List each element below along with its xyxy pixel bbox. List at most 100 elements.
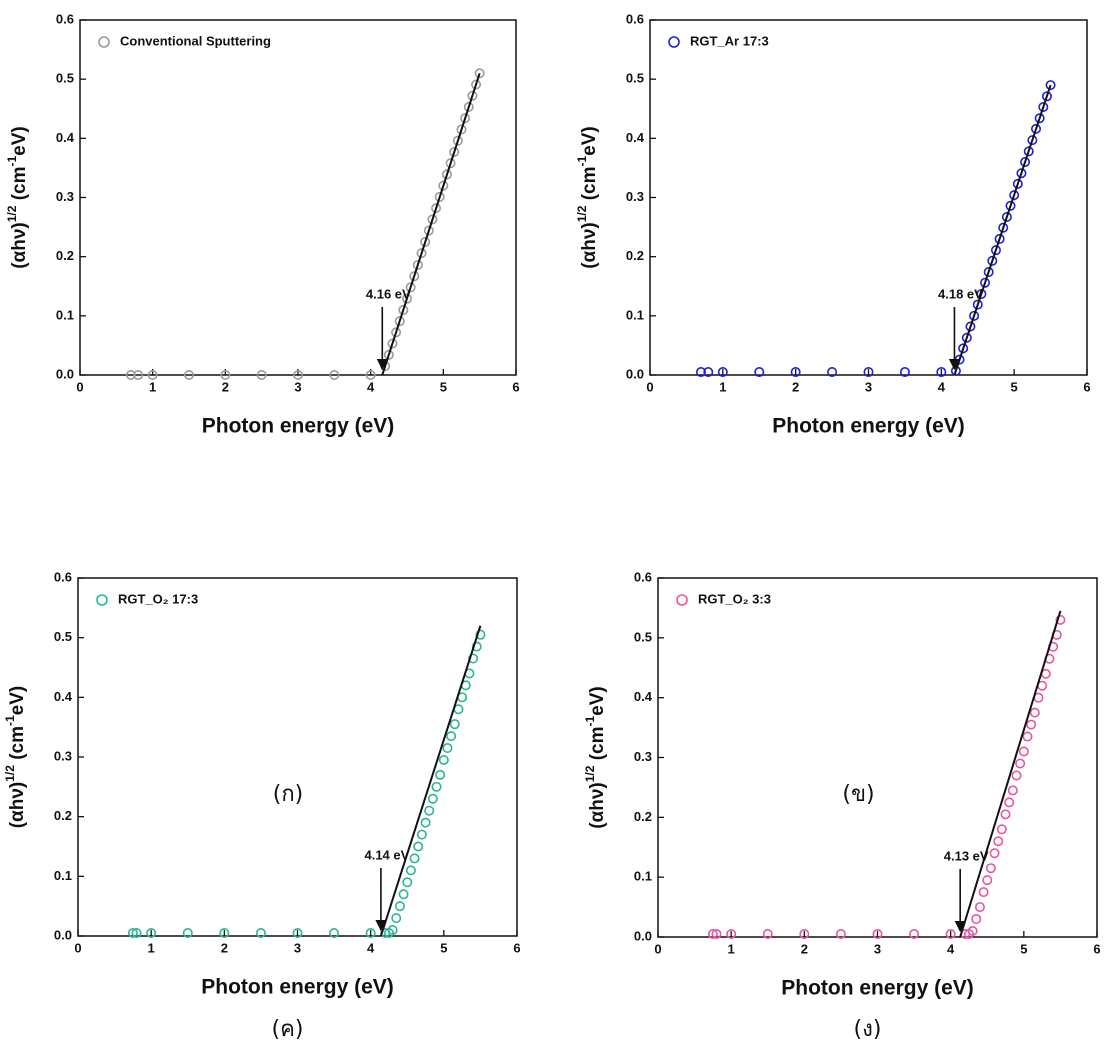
data-point (402, 877, 413, 888)
fit-line (959, 610, 1062, 938)
data-point (998, 222, 1009, 233)
data-point (1005, 200, 1016, 211)
data-point (695, 367, 706, 378)
y-tick-label: 0.5 (626, 71, 644, 86)
data-point (965, 321, 976, 332)
data-point (420, 817, 431, 828)
data-point (1026, 719, 1037, 730)
data-point (978, 887, 989, 898)
x-tick-label: 6 (1093, 941, 1100, 956)
data-point (827, 367, 838, 378)
x-tick-label: 6 (513, 940, 520, 955)
legend-marker (668, 36, 680, 48)
data-point (420, 236, 431, 247)
plot-frame (657, 577, 1098, 938)
data-point (961, 332, 972, 343)
data-point (985, 863, 996, 874)
y-axis-label-part: -1 (3, 715, 17, 726)
x-tick-label: 0 (646, 379, 653, 394)
x-axis-label: Photon energy (eV) (201, 976, 394, 999)
y-axis-label-part: (αhν) (9, 222, 30, 269)
data-point (471, 641, 482, 652)
data-point (442, 743, 453, 754)
x-tick-label: 3 (865, 379, 872, 394)
data-point (409, 853, 420, 864)
fit-line (953, 84, 1052, 376)
y-tick-label: 0.3 (634, 749, 652, 764)
x-tick-label: 1 (728, 941, 735, 956)
data-point (256, 369, 267, 380)
y-tick-label: 0.3 (626, 189, 644, 204)
data-point (994, 233, 1005, 244)
y-tick-label: 0.2 (54, 808, 72, 823)
y-axis-label-part: (cm (7, 726, 28, 765)
data-point (434, 191, 445, 202)
caption: (ก) (273, 782, 304, 807)
y-axis-label-part: 1/2 (3, 765, 17, 782)
data-point (707, 929, 718, 940)
legend-label: RGT_O₂ 3:3 (698, 591, 771, 606)
x-tick-label: 1 (148, 940, 155, 955)
y-axis-label-part: 1/2 (5, 205, 19, 222)
data-point (971, 914, 982, 925)
caption: (ง) (854, 1017, 882, 1042)
data-point (967, 926, 978, 937)
data-point (1027, 135, 1038, 146)
x-axis-label: Photon energy (eV) (772, 415, 965, 438)
data-point (790, 367, 801, 378)
data-point (146, 928, 157, 939)
data-point (993, 836, 1004, 847)
y-tick-label: 0.1 (56, 307, 74, 322)
data-point (424, 805, 435, 816)
data-point (131, 928, 142, 939)
y-tick-label: 0.5 (634, 629, 652, 644)
data-point (974, 902, 985, 913)
x-tick-label: 2 (801, 941, 808, 956)
data-point (471, 79, 482, 90)
y-tick-label: 0.0 (54, 927, 72, 942)
x-tick-label: 3 (874, 941, 881, 956)
data-point (387, 925, 398, 936)
y-tick-label: 0.4 (56, 130, 75, 145)
data-point (365, 928, 376, 939)
data-point (398, 889, 409, 900)
data-point (446, 731, 457, 742)
data-point (863, 367, 874, 378)
data-point (147, 369, 158, 380)
y-tick-label: 0.0 (626, 366, 644, 381)
data-point (990, 245, 1001, 256)
data-point (1045, 80, 1056, 91)
y-tick-label: 0.6 (626, 11, 644, 26)
y-tick-label: 0.4 (54, 689, 73, 704)
data-point (1001, 212, 1012, 223)
y-axis-label: (αhν)1/2 (cm-1eV) (583, 686, 608, 829)
y-axis-label-part: eV) (7, 686, 28, 716)
data-point (463, 101, 474, 112)
data-point (982, 875, 993, 886)
legend-label: RGT_O₂ 17:3 (118, 591, 198, 606)
x-tick-label: 5 (440, 379, 447, 394)
x-tick-label: 1 (719, 379, 726, 394)
y-axis-label-part: eV) (9, 126, 30, 156)
data-point (989, 848, 1000, 859)
data-point (394, 316, 405, 327)
x-axis-label: Photon energy (eV) (781, 977, 974, 1000)
y-axis-label-part: (cm (587, 726, 608, 765)
legend-label: RGT_Ar 17:3 (690, 33, 769, 48)
data-point (412, 259, 423, 270)
data-point (1023, 146, 1034, 157)
x-tick-label: 6 (1083, 379, 1090, 394)
data-point (423, 225, 434, 236)
x-tick-label: 2 (222, 379, 229, 394)
data-point (184, 369, 195, 380)
y-tick-label: 0.1 (54, 868, 72, 883)
data-point (255, 928, 266, 939)
x-tick-label: 4 (938, 379, 946, 394)
y-tick-label: 0.5 (54, 629, 72, 644)
data-point (872, 929, 883, 940)
plot-frame (649, 19, 1088, 376)
y-axis-label-part: eV) (587, 686, 608, 716)
x-tick-label: 5 (1020, 941, 1027, 956)
y-axis-label-part: eV) (579, 126, 600, 156)
annotation-label: 4.13 eV (944, 848, 989, 863)
